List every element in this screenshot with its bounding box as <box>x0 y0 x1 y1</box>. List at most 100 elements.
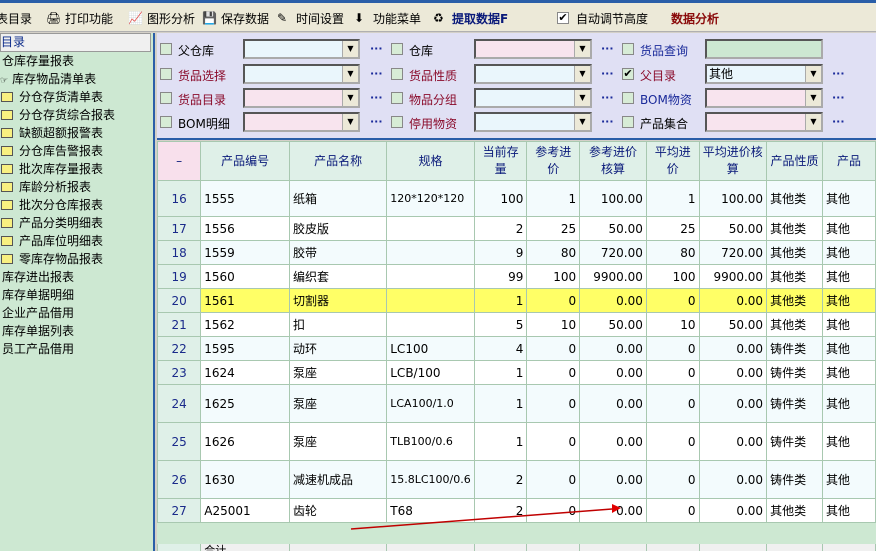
filter-checkbox[interactable] <box>622 116 634 128</box>
table-row[interactable]: 19 1560 编织套 99 100 9900.00 100 9900.00 其他类 其他 <box>157 264 876 289</box>
sidebar-item[interactable]: 产品分类明细表 <box>0 214 153 232</box>
filter-combo[interactable] <box>705 39 823 59</box>
toolbar-button-2[interactable]: 📈 图形分析 <box>128 9 195 27</box>
dropdown-arrow-icon[interactable]: ▼ <box>805 114 821 130</box>
filter-combo[interactable]: ▼ <box>243 39 360 59</box>
sidebar-item[interactable]: 产品库位明细表 <box>0 232 153 250</box>
row-number[interactable]: 24 <box>157 384 202 423</box>
filter-checkbox[interactable] <box>391 92 403 104</box>
more-button[interactable]: ··· <box>832 67 845 80</box>
more-button[interactable]: ··· <box>601 42 614 55</box>
toolbar-button-0[interactable]: 表目录 <box>0 9 32 27</box>
more-button[interactable]: ··· <box>370 67 383 80</box>
toolbar-button-4[interactable]: ✎ 时间设置 <box>277 9 344 27</box>
filter-combo[interactable]: ▼ <box>243 64 360 84</box>
filter-checkbox[interactable] <box>391 116 403 128</box>
dropdown-arrow-icon[interactable]: ▼ <box>574 90 590 106</box>
filter-combo[interactable]: 其他 ▼ <box>705 64 823 84</box>
sidebar-item[interactable]: 分仓库告警报表 <box>0 142 153 160</box>
dropdown-arrow-icon[interactable]: ▼ <box>805 90 821 106</box>
filter-combo[interactable]: ▼ <box>705 88 823 108</box>
table-row[interactable]: 20 1561 切割器 1 0 0.00 0 0.00 其他类 其他 <box>157 288 876 313</box>
dropdown-arrow-icon[interactable]: ▼ <box>342 41 358 57</box>
sidebar-header[interactable]: 目录 <box>0 33 151 52</box>
sidebar-item[interactable]: 缺额超额报警表 <box>0 124 153 142</box>
filter-checkbox[interactable] <box>160 68 172 80</box>
more-button[interactable]: ··· <box>601 67 614 80</box>
corner-cell[interactable]: – <box>157 141 202 181</box>
filter-combo[interactable]: ▼ <box>705 112 823 132</box>
column-header[interactable]: 规格 <box>386 141 475 181</box>
filter-checkbox[interactable] <box>391 43 403 55</box>
table-row[interactable]: 26 1630 减速机成品 15.8LC100/0.6 2 0 0.00 0 0.00 铸件类 其他 <box>157 460 876 499</box>
row-number[interactable]: 23 <box>157 360 202 385</box>
sidebar-item[interactable]: 分仓存货综合报表 <box>0 106 153 124</box>
sidebar-item[interactable]: 企业产品借用 <box>0 304 153 322</box>
more-button[interactable]: ··· <box>370 115 383 128</box>
filter-label: 父仓库 <box>178 44 215 58</box>
more-button[interactable]: ··· <box>832 115 845 128</box>
dropdown-arrow-icon[interactable]: ▼ <box>342 66 358 82</box>
table-row[interactable]: 24 1625 泵座 LCA100/1.0 1 0 0.00 0 0.00 铸件类 其他 <box>157 384 876 423</box>
dropdown-arrow-icon[interactable]: ▼ <box>574 66 590 82</box>
sidebar-item[interactable]: 仓库存量报表 <box>0 52 153 70</box>
column-header[interactable]: 产品名称 <box>288 141 388 181</box>
filter-checkbox[interactable] <box>391 68 403 80</box>
auto-height-checkbox[interactable]: ✔ 自动调节高度 <box>557 9 648 27</box>
filter-combo[interactable]: ▼ <box>243 88 360 108</box>
filter-combo[interactable]: ▼ <box>243 112 360 132</box>
filter-combo[interactable]: ▼ <box>474 39 592 59</box>
toolbar-button-label: 提取数据F <box>452 11 509 26</box>
more-button[interactable]: ··· <box>601 115 614 128</box>
dropdown-arrow-icon[interactable]: ▼ <box>574 41 590 57</box>
filter-combo[interactable]: ▼ <box>474 88 592 108</box>
row-number[interactable]: 18 <box>157 240 202 265</box>
column-header[interactable]: 产品性质 <box>766 141 823 181</box>
column-header[interactable]: 产品 <box>821 141 876 181</box>
filter-checkbox[interactable] <box>160 92 172 104</box>
dropdown-arrow-icon[interactable]: ▼ <box>805 66 821 82</box>
filter-combo[interactable]: ▼ <box>474 112 592 132</box>
row-number[interactable]: 19 <box>157 264 202 289</box>
toolbar-button-3[interactable]: 💾 保存数据 <box>202 9 269 27</box>
row-number[interactable]: 17 <box>157 216 202 241</box>
filter-checkbox[interactable] <box>622 43 634 55</box>
row-number[interactable]: 21 <box>157 312 202 337</box>
row-number[interactable]: 27 <box>157 498 202 523</box>
column-header[interactable]: 平均进价 <box>645 141 700 181</box>
sidebar-item[interactable]: 员工产品借用 <box>0 340 153 358</box>
more-button[interactable]: ··· <box>601 91 614 104</box>
table-row[interactable]: 23 1624 泵座 LCB/100 1 0 0.00 0 0.00 铸件类 其他 <box>157 360 876 385</box>
more-button[interactable]: ··· <box>832 91 845 104</box>
dropdown-arrow-icon[interactable]: ▼ <box>574 114 590 130</box>
sidebar-item[interactable]: 批次库存量报表 <box>0 160 153 178</box>
filter-checkbox[interactable] <box>160 116 172 128</box>
table-row[interactable]: 18 1559 胶带 9 80 720.00 80 720.00 其他类 其他 <box>157 240 876 265</box>
filter-checkbox[interactable] <box>160 43 172 55</box>
column-header[interactable]: 平均进价核算 <box>698 141 768 181</box>
table-row[interactable]: 25 1626 泵座 TLB100/0.6 1 0 0.00 0 0.00 铸件类 其他 <box>157 422 876 461</box>
sidebar-item[interactable]: 库龄分析报表 <box>0 178 153 196</box>
sidebar-item[interactable]: 库存进出报表 <box>0 268 153 286</box>
toolbar-button-5[interactable]: ⬇ 功能菜单 <box>354 9 421 27</box>
sidebar-item[interactable]: 库存单据列表 <box>0 322 153 340</box>
row-number[interactable]: 16 <box>157 180 202 217</box>
data-analysis-button[interactable]: 数据分析 <box>671 11 720 26</box>
filter-checkbox[interactable] <box>622 92 634 104</box>
sidebar-item[interactable]: 分仓存货清单表 <box>0 88 153 106</box>
dropdown-arrow-icon[interactable]: ▼ <box>342 90 358 106</box>
sidebar-item[interactable]: ☞ 库存物品清单表 <box>0 70 153 88</box>
row-number[interactable]: 26 <box>157 460 202 499</box>
filter-checkbox[interactable]: ✔ <box>622 67 634 80</box>
toolbar-button-1[interactable]: 🖨 打印功能 <box>46 9 113 27</box>
more-button[interactable]: ··· <box>370 42 383 55</box>
dropdown-arrow-icon[interactable]: ▼ <box>342 114 358 130</box>
filter-combo[interactable]: ▼ <box>474 64 592 84</box>
row-number[interactable]: 22 <box>157 336 202 361</box>
sidebar-item[interactable]: 批次分仓库报表 <box>0 196 153 214</box>
sidebar-item[interactable]: 库存单据明细 <box>0 286 153 304</box>
sidebar-item[interactable]: 零库存物品报表 <box>0 250 153 268</box>
more-button[interactable]: ··· <box>370 91 383 104</box>
column-header[interactable]: 产品编号 <box>200 141 290 181</box>
toolbar-button-6[interactable]: ♻ 提取数据F <box>433 9 508 27</box>
